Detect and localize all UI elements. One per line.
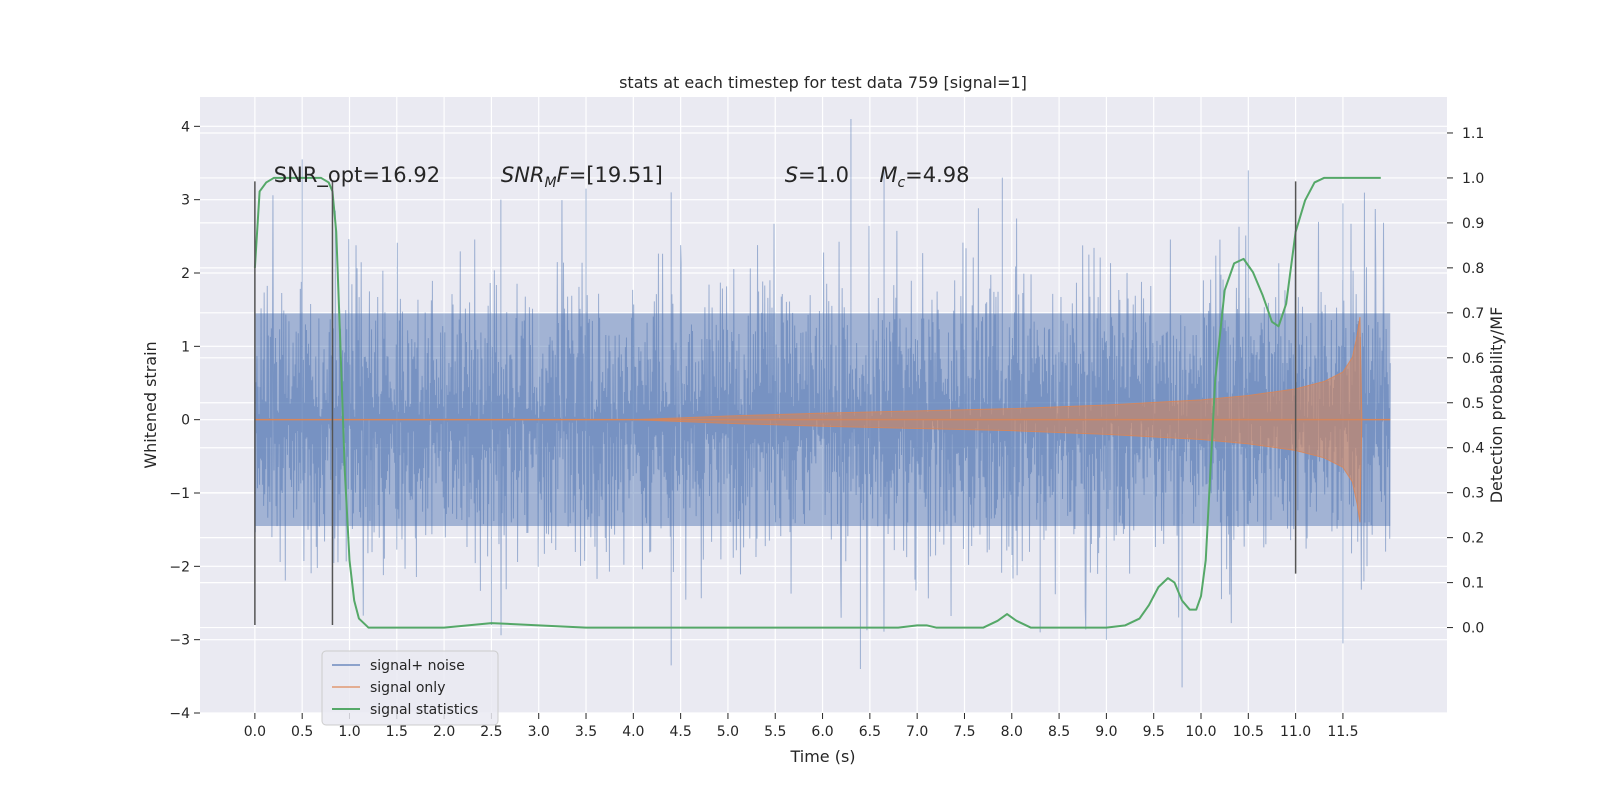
y-right-tick-label-1: 0.1 <box>1462 576 1484 592</box>
y-axis-right-ticks: 0.0 0.1 0.2 0.3 0.4 0.5 0.6 0.7 0.8 0.9 1.0 1.1 <box>1447 126 1484 637</box>
x-tick-label-11: 5.5 <box>764 724 786 740</box>
annotations: SNR_opt=16.92 SNRMF=[19.51] S=1.0 Mc=4.98 <box>274 163 970 191</box>
annotation-3: Mc=4.98 <box>879 163 969 191</box>
chart-title: stats at each timestep for test data 759… <box>619 73 1027 92</box>
y-right-tick-label-3: 0.3 <box>1462 486 1484 502</box>
y-axis-left-label: Whitened strain <box>141 341 160 468</box>
y-left-tick-label-5: 1 <box>181 339 190 355</box>
x-tick-label-7: 3.5 <box>575 724 597 740</box>
annotation-1: SNRMF=[19.51] <box>501 163 663 191</box>
x-tick-label-4: 2.0 <box>433 724 455 740</box>
vertical-markers <box>254 181 1297 625</box>
x-tick-label-6: 3.0 <box>528 724 550 740</box>
x-tick-label-20: 10.0 <box>1185 724 1216 740</box>
y-right-tick-label-6: 0.6 <box>1462 351 1484 367</box>
x-tick-label-22: 11.0 <box>1280 724 1311 740</box>
x-tick-label-16: 8.0 <box>1001 724 1023 740</box>
y-axis-left-ticks: −4 −3 −2 −1 0 1 2 3 4 <box>169 119 200 722</box>
y-right-tick-label-8: 0.8 <box>1462 261 1484 277</box>
y-left-tick-label-4: 0 <box>181 413 190 429</box>
legend-box <box>321 650 499 726</box>
legend: signal+ noise signal only signal statistic… <box>321 650 499 726</box>
annotation-2: S=1.0 <box>785 163 849 187</box>
y-right-tick-label-0: 0.0 <box>1462 621 1484 637</box>
legend-label-1: signal only <box>370 680 445 696</box>
y-left-tick-label-2: −2 <box>169 559 190 575</box>
y-right-tick-label-11: 1.1 <box>1462 126 1484 142</box>
x-tick-label-0: 0.0 <box>244 724 266 740</box>
x-tick-label-12: 6.0 <box>811 724 833 740</box>
y-right-tick-label-5: 0.5 <box>1462 396 1484 412</box>
x-tick-label-1: 0.5 <box>291 724 313 740</box>
y-left-tick-label-6: 2 <box>181 266 190 282</box>
x-tick-label-9: 4.5 <box>670 724 692 740</box>
x-tick-label-19: 9.5 <box>1143 724 1165 740</box>
x-axis-ticks: 0.0 0.5 1.0 1.5 2.0 2.5 3.0 3.5 4.0 4.5 5.0 5.5 6.0 6… <box>244 713 1359 740</box>
x-tick-label-5: 2.5 <box>480 724 502 740</box>
x-tick-label-14: 7.0 <box>906 724 928 740</box>
x-tick-label-8: 4.0 <box>622 724 644 740</box>
y-right-tick-label-2: 0.2 <box>1462 531 1484 547</box>
x-tick-label-21: 10.5 <box>1233 724 1264 740</box>
plot-marks <box>253 119 1391 688</box>
x-axis-label: Time (s) <box>789 747 855 766</box>
y-right-tick-label-4: 0.4 <box>1462 441 1484 457</box>
y-right-tick-label-7: 0.7 <box>1462 306 1484 322</box>
x-tick-label-18: 9.0 <box>1095 724 1117 740</box>
y-left-tick-label-3: −1 <box>169 486 190 502</box>
y-axis-right-label: Detection probability/MF <box>1487 307 1506 504</box>
annotation-0: SNR_opt=16.92 <box>274 163 440 188</box>
x-tick-label-2: 1.0 <box>338 724 360 740</box>
y-left-tick-label-7: 3 <box>181 193 190 209</box>
legend-label-2: signal statistics <box>370 702 478 718</box>
y-left-tick-label-0: −4 <box>169 706 190 722</box>
x-tick-label-15: 7.5 <box>953 724 975 740</box>
x-tick-label-17: 8.5 <box>1048 724 1070 740</box>
y-left-tick-label-8: 4 <box>181 119 190 135</box>
y-left-tick-label-1: −3 <box>169 633 190 649</box>
x-tick-label-10: 5.0 <box>717 724 739 740</box>
x-tick-label-23: 11.5 <box>1327 724 1358 740</box>
x-tick-label-3: 1.5 <box>386 724 408 740</box>
x-tick-label-13: 6.5 <box>859 724 881 740</box>
legend-label-0: signal+ noise <box>370 658 465 674</box>
series-signal-statistics <box>253 176 1381 629</box>
y-right-tick-label-10: 1.0 <box>1462 171 1484 187</box>
y-right-tick-label-9: 0.9 <box>1462 216 1484 232</box>
